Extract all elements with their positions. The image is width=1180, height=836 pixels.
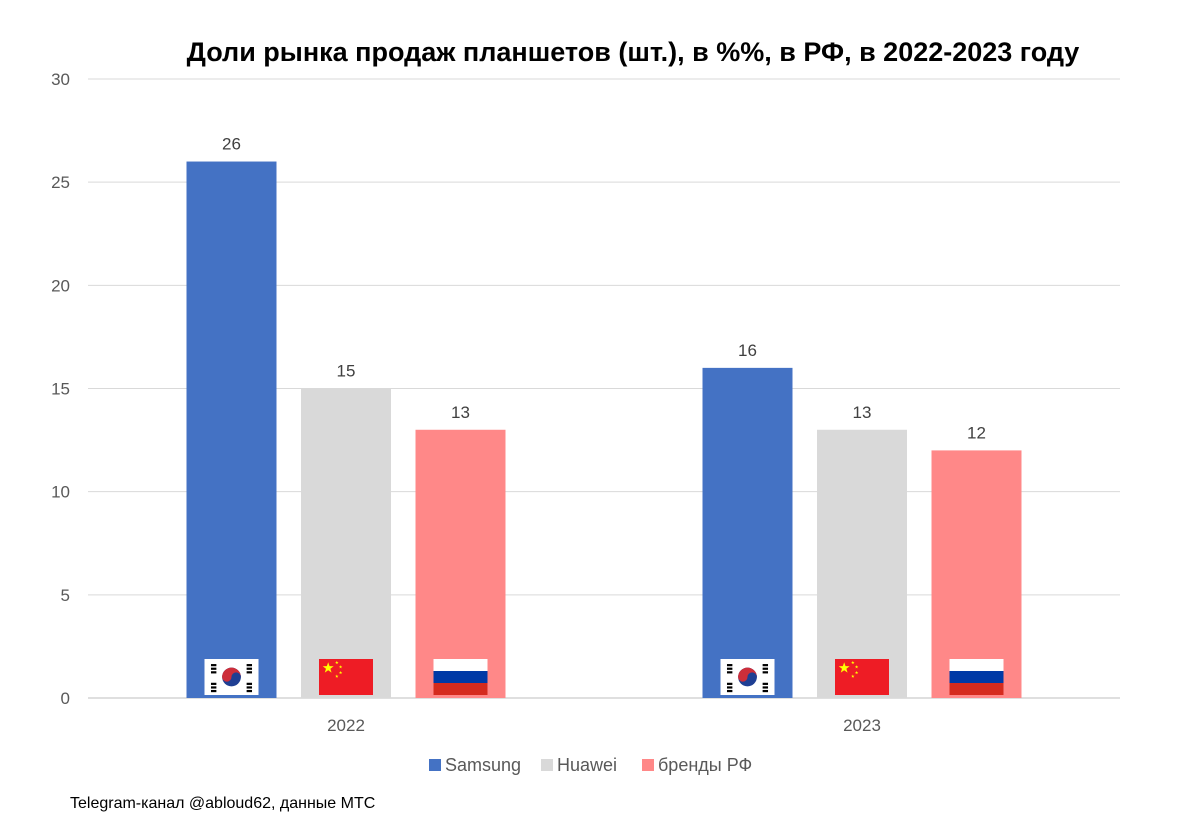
bar-huawei-2022 — [301, 388, 391, 698]
china-flag-icon — [835, 659, 889, 695]
x-category-label: 2022 — [327, 716, 365, 735]
y-tick-label: 30 — [51, 70, 70, 89]
source-note: Telegram-канал @abloud62, данные МТС — [70, 795, 376, 812]
y-tick-label: 5 — [61, 586, 70, 605]
data-label: 16 — [738, 341, 757, 360]
data-label: 26 — [222, 135, 241, 154]
y-tick-label: 15 — [51, 380, 70, 399]
data-label: 15 — [337, 362, 356, 381]
legend-swatch — [642, 759, 654, 771]
bar-samsung-2023 — [702, 367, 793, 698]
south-korea-flag-icon — [720, 659, 775, 695]
x-category-label: 2023 — [843, 716, 881, 735]
bar-samsung-2022 — [186, 161, 277, 699]
bar-бренды-рф-2022 — [415, 429, 506, 698]
legend-label: Samsung — [445, 755, 521, 775]
y-tick-label: 25 — [51, 173, 70, 192]
y-tick-label: 0 — [61, 689, 70, 708]
data-label: 12 — [967, 423, 986, 442]
data-label: 13 — [853, 403, 872, 422]
russia-flag-icon — [433, 659, 488, 695]
china-flag-icon — [319, 659, 373, 695]
legend-swatch — [429, 759, 441, 771]
bar-бренды-рф-2023 — [931, 450, 1022, 698]
legend-label: бренды РФ — [658, 755, 752, 775]
chart-title: Доли рынка продаж планшетов (шт.), в %%,… — [187, 37, 1080, 67]
y-tick-label: 20 — [51, 276, 70, 295]
data-label: 13 — [451, 403, 470, 422]
legend-label: Huawei — [557, 755, 617, 775]
y-tick-label: 10 — [51, 483, 70, 502]
legend-swatch — [541, 759, 553, 771]
bar-huawei-2023 — [817, 429, 907, 698]
russia-flag-icon — [949, 659, 1004, 695]
south-korea-flag-icon — [204, 659, 259, 695]
